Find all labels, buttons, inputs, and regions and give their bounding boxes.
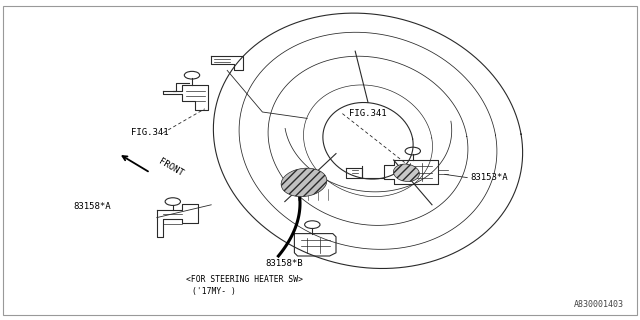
Text: A830001403: A830001403 — [574, 300, 624, 309]
Text: FIG.341: FIG.341 — [131, 128, 169, 137]
Ellipse shape — [281, 168, 327, 196]
Ellipse shape — [394, 164, 419, 181]
Text: ('17MY- ): ('17MY- ) — [192, 287, 236, 296]
Text: 83153*A: 83153*A — [470, 173, 508, 182]
Text: FRONT: FRONT — [157, 157, 184, 178]
Text: 83158*A: 83158*A — [74, 202, 111, 211]
Text: 83158*B: 83158*B — [266, 260, 303, 268]
Text: FIG.341: FIG.341 — [349, 109, 387, 118]
Text: <FOR STEERING HEATER SW>: <FOR STEERING HEATER SW> — [186, 276, 303, 284]
